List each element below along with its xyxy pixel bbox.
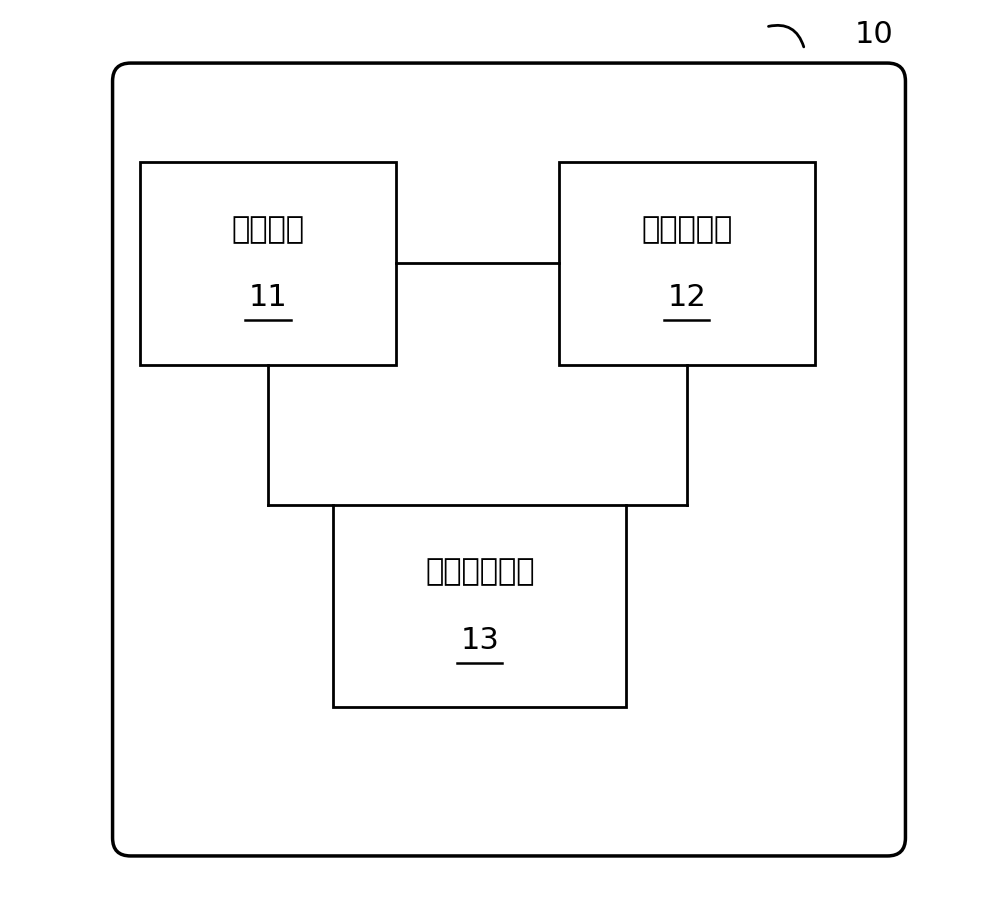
Text: 像素阵列: 像素阵列 xyxy=(231,214,304,244)
FancyBboxPatch shape xyxy=(113,63,905,856)
Text: 12: 12 xyxy=(668,283,706,313)
FancyBboxPatch shape xyxy=(559,162,815,365)
Text: 参数存储器: 参数存储器 xyxy=(641,214,733,244)
Text: 10: 10 xyxy=(855,20,893,49)
Text: 去马赛克管线: 去马赛克管线 xyxy=(425,557,534,587)
Text: 13: 13 xyxy=(460,625,499,655)
FancyBboxPatch shape xyxy=(140,162,396,365)
Text: 11: 11 xyxy=(249,283,287,313)
FancyBboxPatch shape xyxy=(333,505,626,707)
